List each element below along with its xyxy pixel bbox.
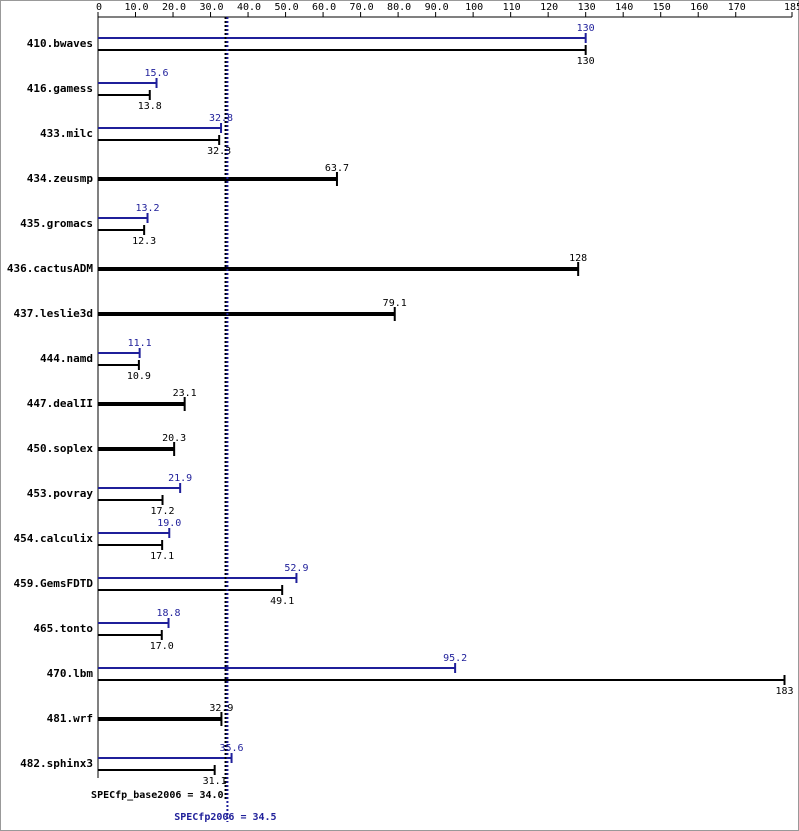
- value-label: 18.8: [156, 608, 180, 619]
- value-label: 17.0: [150, 641, 174, 652]
- value-label: 11.1: [128, 338, 152, 349]
- value-label: 79.1: [383, 298, 407, 309]
- value-label: 130: [577, 23, 595, 34]
- category-label: 444.namd: [40, 352, 93, 365]
- category-label: 482.sphinx3: [20, 757, 93, 770]
- category-label: 447.dealII: [27, 397, 93, 410]
- summary-name: SPECfp_base2006 =: [91, 790, 193, 801]
- value-label: 17.1: [150, 551, 174, 562]
- value-label: 10.9: [127, 371, 151, 382]
- summary-value: 34.0: [199, 790, 223, 801]
- value-label: 128: [569, 253, 587, 264]
- x-tick-label: 60.0: [312, 2, 336, 13]
- x-tick-label: 70.0: [350, 2, 374, 13]
- x-tick-label: 0: [96, 2, 102, 13]
- value-label: 95.2: [443, 653, 467, 664]
- x-tick-label: 150: [653, 2, 671, 13]
- summary-label: SPECfp2006 = 34.5: [174, 812, 276, 823]
- x-tick-label: 80.0: [387, 2, 411, 13]
- x-tick-label: 50.0: [275, 2, 299, 13]
- x-tick-label: 130: [578, 2, 596, 13]
- category-label: 434.zeusmp: [27, 172, 94, 185]
- value-label: 15.6: [144, 68, 168, 79]
- x-tick-label: 110: [503, 2, 521, 13]
- value-label: 63.7: [325, 163, 349, 174]
- category-label: 433.milc: [40, 127, 93, 140]
- category-label: 459.GemsFDTD: [14, 577, 94, 590]
- summary-name: SPECfp2006 =: [174, 812, 246, 823]
- value-label: 32.9: [209, 703, 233, 714]
- category-label: 436.cactusADM: [7, 262, 93, 275]
- category-label: 465.tonto: [33, 622, 93, 635]
- value-label: 183: [775, 686, 793, 697]
- value-label: 17.2: [150, 506, 174, 517]
- category-label: 454.calculix: [14, 532, 94, 545]
- category-label: 416.gamess: [27, 82, 93, 95]
- category-label: 470.lbm: [47, 667, 94, 680]
- value-label: 13.2: [135, 203, 159, 214]
- value-label: 32.8: [209, 113, 233, 124]
- summary-value: 34.5: [253, 812, 277, 823]
- category-label: 481.wrf: [47, 712, 93, 725]
- value-label: 31.1: [203, 776, 227, 787]
- x-tick-label: 90.0: [425, 2, 449, 13]
- value-label: 49.1: [270, 596, 294, 607]
- x-tick-label: 140: [615, 2, 633, 13]
- value-label: 13.8: [138, 101, 162, 112]
- value-label: 12.3: [132, 236, 156, 247]
- summary-label: SPECfp_base2006 = 34.0: [91, 790, 223, 801]
- category-label: 410.bwaves: [27, 37, 93, 50]
- category-label: 435.gromacs: [20, 217, 93, 230]
- x-tick-label: 20.0: [162, 2, 186, 13]
- value-label: 23.1: [173, 388, 197, 399]
- x-tick-label: 185: [784, 2, 799, 13]
- x-tick-label: 100: [465, 2, 483, 13]
- x-tick-label: 40.0: [237, 2, 261, 13]
- x-tick-label: 160: [690, 2, 708, 13]
- value-label: 21.9: [168, 473, 192, 484]
- x-tick-label: 170: [728, 2, 746, 13]
- value-label: 20.3: [162, 433, 186, 444]
- value-label: 19.0: [157, 518, 181, 529]
- category-label: 437.leslie3d: [14, 307, 93, 320]
- category-label: 450.soplex: [27, 442, 94, 455]
- x-tick-label: 30.0: [199, 2, 223, 13]
- value-label: 52.9: [284, 563, 308, 574]
- value-label: 35.6: [220, 743, 244, 754]
- x-tick-label: 120: [540, 2, 558, 13]
- value-label: 130: [577, 56, 595, 67]
- category-label: 453.povray: [27, 487, 94, 500]
- x-tick-label: 10.0: [124, 2, 148, 13]
- value-label: 32.3: [207, 146, 231, 157]
